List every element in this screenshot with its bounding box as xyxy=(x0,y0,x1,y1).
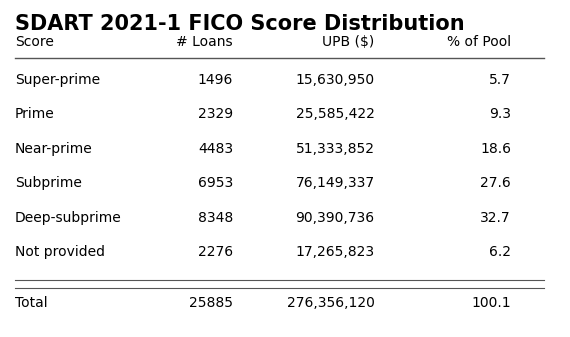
Text: 25885: 25885 xyxy=(189,296,233,310)
Text: 276,356,120: 276,356,120 xyxy=(287,296,374,310)
Text: 76,149,337: 76,149,337 xyxy=(296,176,374,190)
Text: 6.2: 6.2 xyxy=(489,245,511,259)
Text: 15,630,950: 15,630,950 xyxy=(296,73,374,87)
Text: Score: Score xyxy=(15,34,54,49)
Text: Deep-subprime: Deep-subprime xyxy=(15,211,122,225)
Text: 25,585,422: 25,585,422 xyxy=(296,107,374,121)
Text: # Loans: # Loans xyxy=(177,34,233,49)
Text: 2329: 2329 xyxy=(198,107,233,121)
Text: Total: Total xyxy=(15,296,48,310)
Text: 32.7: 32.7 xyxy=(481,211,511,225)
Text: Super-prime: Super-prime xyxy=(15,73,100,87)
Text: 18.6: 18.6 xyxy=(480,142,511,156)
Text: Subprime: Subprime xyxy=(15,176,82,190)
Text: 5.7: 5.7 xyxy=(489,73,511,87)
Text: 1496: 1496 xyxy=(198,73,233,87)
Text: Prime: Prime xyxy=(15,107,55,121)
Text: 4483: 4483 xyxy=(198,142,233,156)
Text: 17,265,823: 17,265,823 xyxy=(296,245,374,259)
Text: 6953: 6953 xyxy=(198,176,233,190)
Text: 100.1: 100.1 xyxy=(471,296,511,310)
Text: % of Pool: % of Pool xyxy=(447,34,511,49)
Text: 9.3: 9.3 xyxy=(489,107,511,121)
Text: 8348: 8348 xyxy=(198,211,233,225)
Text: 51,333,852: 51,333,852 xyxy=(296,142,374,156)
Text: 2276: 2276 xyxy=(198,245,233,259)
Text: 27.6: 27.6 xyxy=(481,176,511,190)
Text: SDART 2021-1 FICO Score Distribution: SDART 2021-1 FICO Score Distribution xyxy=(15,14,465,34)
Text: Near-prime: Near-prime xyxy=(15,142,93,156)
Text: 90,390,736: 90,390,736 xyxy=(296,211,374,225)
Text: UPB ($): UPB ($) xyxy=(323,34,374,49)
Text: Not provided: Not provided xyxy=(15,245,105,259)
